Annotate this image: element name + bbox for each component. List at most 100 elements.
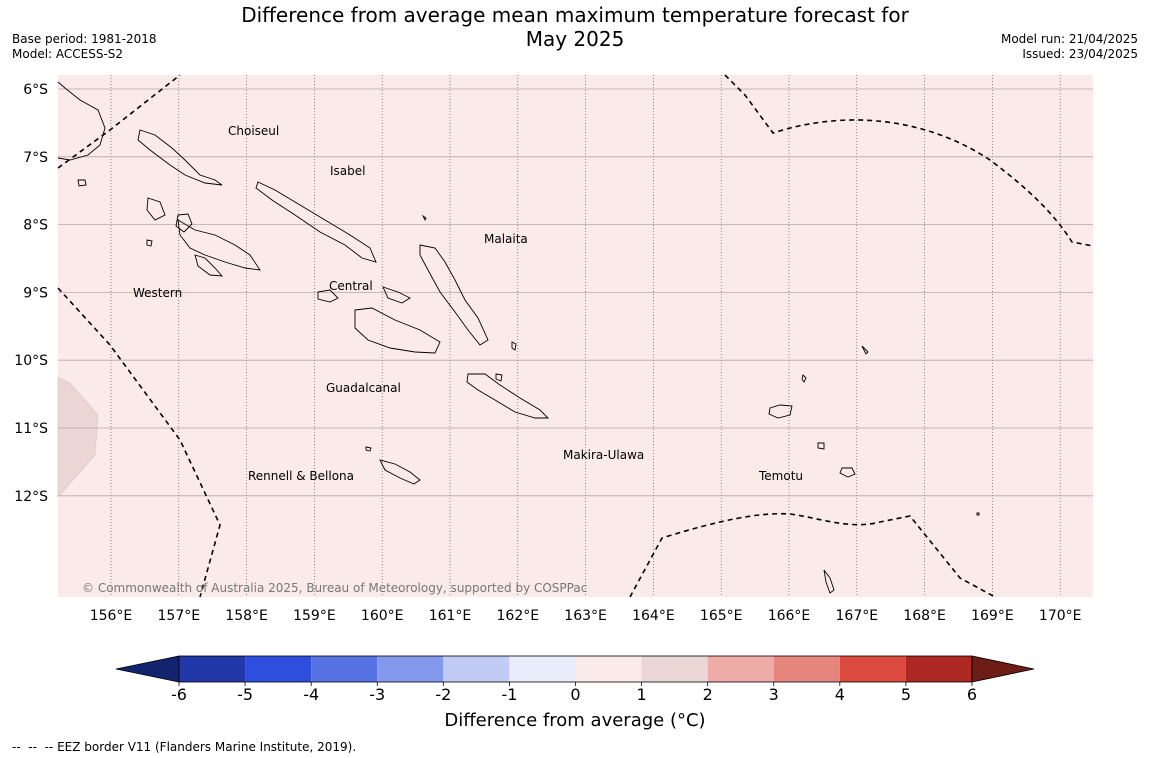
- lon-label: 158°E: [225, 608, 268, 624]
- lon-label: 156°E: [90, 608, 133, 624]
- eez-line-south: [629, 512, 996, 598]
- chart-title: Difference from average mean maximum tem…: [200, 3, 950, 51]
- lon-label: 166°E: [768, 608, 811, 624]
- eez-line-north-east: [724, 74, 1094, 247]
- island-malaita: [419, 244, 489, 346]
- island-guadalcanal: [354, 307, 441, 354]
- lon-label: 165°E: [700, 608, 743, 624]
- colorbar: [115, 655, 1035, 683]
- colorbar-tick-label: -5: [237, 685, 253, 704]
- label-makira-ulawa: Makira-Ulawa: [563, 448, 644, 462]
- lon-label: 170°E: [1039, 608, 1082, 624]
- island-small-islet: [421, 214, 427, 222]
- footnote-text: EEZ border V11 (Flanders Marine Institut…: [57, 740, 357, 754]
- colorbar-tick-label: -2: [435, 685, 451, 704]
- label-choiseul: Choiseul: [228, 124, 279, 138]
- island-kolombangara: [175, 213, 193, 233]
- anomaly-patch: [57, 376, 99, 498]
- lat-label: 10°S: [14, 353, 48, 369]
- title-line-1: Difference from average mean maximum tem…: [241, 3, 909, 27]
- footnote: -- -- -- EEZ border V11 (Flanders Marine…: [12, 740, 356, 754]
- colorbar-tick-label: 2: [703, 685, 713, 704]
- lon-label: 163°E: [564, 608, 607, 624]
- colorbar-tick-label: 3: [769, 685, 779, 704]
- lon-label: 160°E: [361, 608, 404, 624]
- island-vella-lavella: [146, 197, 166, 221]
- colorbar-tick-label: 0: [570, 685, 580, 704]
- copyright-text: © Commonwealth of Australia 2025, Bureau…: [82, 581, 587, 595]
- lon-label: 159°E: [293, 608, 336, 624]
- colorbar-tick-label: -6: [171, 685, 187, 704]
- colorbar-tick-label: 5: [901, 685, 911, 704]
- latitude-labels: 6°S 7°S 8°S 9°S 10°S 11°S 12°S: [14, 82, 48, 505]
- lon-label: 157°E: [158, 608, 201, 624]
- lon-label: 162°E: [497, 608, 540, 624]
- lon-label: 164°E: [632, 608, 675, 624]
- lat-label: 7°S: [23, 150, 48, 166]
- colorbar-swatch: [377, 656, 444, 682]
- lat-label: 8°S: [23, 218, 48, 234]
- colorbar-tick-label: -4: [303, 685, 319, 704]
- island-reef: [801, 374, 807, 383]
- colorbar-swatch: [905, 656, 972, 682]
- label-central: Central: [329, 279, 373, 293]
- lon-label: 168°E: [903, 608, 946, 624]
- eez-line-west-upper: [57, 74, 181, 169]
- lon-label: 167°E: [836, 608, 879, 624]
- colorbar-swatch: [443, 656, 510, 682]
- colorbar-label: Difference from average (°C): [444, 710, 706, 731]
- title-line-2: May 2025: [525, 27, 625, 51]
- map-area: [58, 75, 1093, 597]
- colorbar-swatch: [245, 656, 312, 682]
- label-rennell-bellona: Rennell & Bellona: [248, 469, 354, 483]
- eez-border: [57, 74, 1094, 598]
- island-vanikoro: [839, 467, 856, 478]
- island-anuta: [976, 512, 980, 516]
- island-ugi: [495, 373, 503, 382]
- island-makira: [466, 373, 550, 419]
- longitude-labels: 156°E 157°E 158°E 159°E 160°E 161°E 162°E 163°E…: [90, 608, 1082, 624]
- label-malaita: Malaita: [484, 232, 528, 246]
- colorbar-swatch: [575, 656, 642, 682]
- island-rendova: [194, 254, 224, 277]
- colorbar-over-triangle: [971, 655, 1035, 683]
- coastlines: [57, 81, 980, 594]
- island-shortland: [77, 179, 87, 187]
- colorbar-tick-label: 1: [636, 685, 646, 704]
- lat-label: 9°S: [23, 285, 48, 301]
- island-isabel: [255, 181, 377, 263]
- lat-label: 6°S: [23, 82, 48, 98]
- colorbar-swatch: [641, 656, 708, 682]
- island-utupua: [817, 442, 825, 450]
- island-bougainville: [57, 81, 106, 161]
- colorbar-tick-label: 6: [967, 685, 977, 704]
- colorbar-tick-label: -1: [501, 685, 517, 704]
- colorbar-swatch: [839, 656, 906, 682]
- island-new-georgia: [177, 219, 261, 271]
- island-small-malaita: [511, 341, 517, 351]
- island-florida: [317, 289, 339, 303]
- island-duff: [861, 345, 869, 355]
- label-isabel: Isabel: [330, 164, 365, 178]
- colorbar-swatch: [509, 656, 576, 682]
- island-nendo: [768, 404, 793, 419]
- island-russell: [382, 286, 411, 304]
- province-labels: Choiseul Isabel Malaita Western Central …: [133, 124, 803, 483]
- island-choiseul: [137, 129, 223, 186]
- graticule: [58, 75, 1093, 597]
- eez-legend-dash: -- -- --: [12, 740, 54, 754]
- colorbar-under-triangle: [115, 655, 180, 683]
- meta-left: Base period: 1981-2018 Model: ACCESS-S2: [12, 32, 157, 62]
- label-temotu: Temotu: [758, 469, 803, 483]
- island-rennell: [379, 459, 421, 485]
- colorbar-tick-labels: -6 -5 -4 -3 -2 -1 0 1 2 3 4 5 6: [171, 682, 977, 704]
- colorbar-swatch: [311, 656, 378, 682]
- lon-label: 161°E: [429, 608, 472, 624]
- island-bellona: [365, 446, 372, 452]
- island-tikopia: [823, 569, 835, 594]
- base-period-text: Base period: 1981-2018: [12, 32, 157, 46]
- lat-label: 11°S: [14, 421, 48, 437]
- issued-text: Issued: 23/04/2025: [1022, 47, 1138, 61]
- colorbar-swatch: [773, 656, 840, 682]
